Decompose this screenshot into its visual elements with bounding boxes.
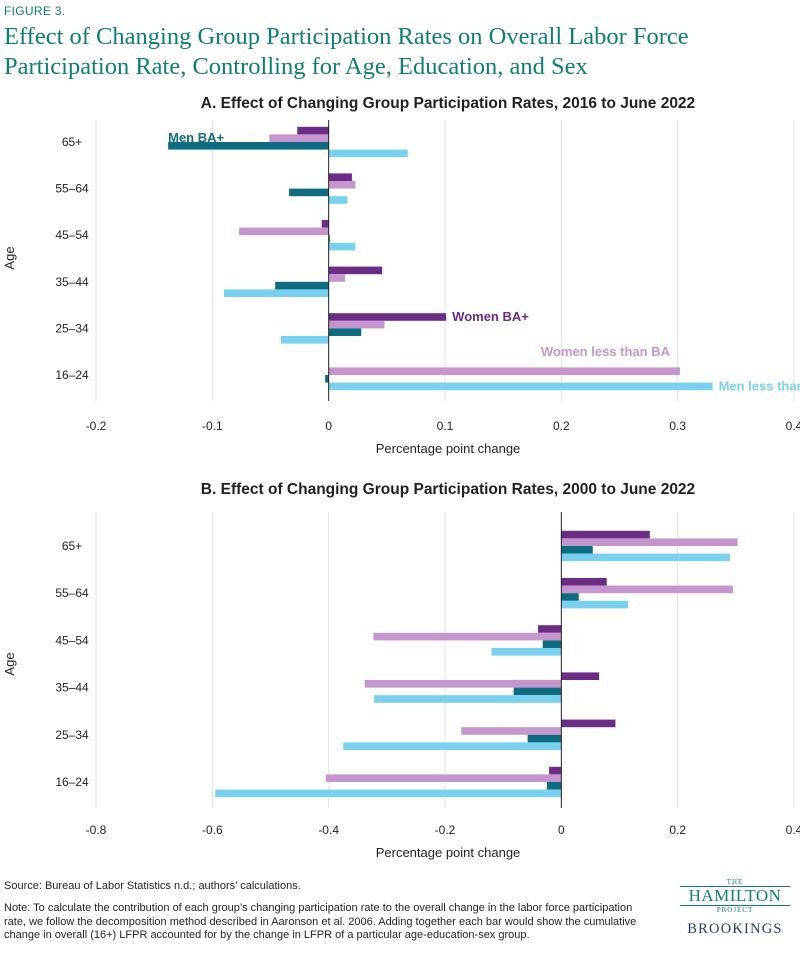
bar-men-ba-plus-35-44 — [275, 281, 329, 290]
bar-women-less-than-ba-25-34 — [461, 727, 562, 735]
bar-men-less-than-ba-55-64 — [328, 196, 348, 204]
category-label: 55–64 — [55, 182, 89, 196]
bar-women-ba-plus-16-24 — [549, 766, 562, 775]
annotation-men-ba-plus: Men BA+ — [168, 130, 224, 145]
chart-a: A. Effect of Changing Group Participatio… — [2, 95, 800, 456]
chart-a-title: A. Effect of Changing Group Participatio… — [201, 95, 695, 112]
category-label: 55–64 — [55, 586, 89, 600]
chart-b-ylabel: Age — [2, 652, 17, 675]
annotation-men-less-than-ba: Men less than BA — [719, 378, 800, 393]
x-tick-label: -0.8 — [86, 823, 107, 837]
bar-women-ba-plus-25-34 — [561, 719, 616, 728]
bar-women-ba-plus-55-64 — [561, 578, 607, 586]
bar-men-less-than-ba-35-44 — [374, 695, 562, 703]
bar-men-ba-plus-55-64 — [561, 593, 579, 601]
category-label: 35–44 — [55, 275, 89, 289]
bar-women-less-than-ba-16-24 — [328, 367, 680, 375]
bar-men-less-than-ba-55-64 — [561, 600, 629, 609]
chart-b-xlabel: Percentage point change — [376, 845, 521, 860]
bar-men-ba-plus-55-64 — [289, 188, 329, 197]
bar-women-ba-plus-25-34 — [328, 313, 447, 321]
x-tick-label: -0.4 — [318, 823, 339, 837]
x-tick-label: 0.1 — [437, 419, 454, 433]
bar-women-less-than-ba-35-44 — [328, 274, 345, 282]
category-label: 25–34 — [55, 728, 89, 742]
bar-women-ba-plus-45-54 — [538, 625, 562, 633]
bar-men-less-than-ba-45-54 — [328, 242, 356, 251]
bar-men-less-than-ba-16-24 — [215, 789, 562, 798]
bar-men-ba-plus-16-24 — [325, 375, 329, 383]
bar-men-less-than-ba-25-34 — [280, 336, 329, 344]
logo-hamilton: HAMILTON — [680, 886, 790, 906]
x-tick-label: 0.2 — [553, 419, 570, 433]
logo-the: THE — [726, 878, 744, 886]
x-tick-label: 0.2 — [669, 823, 686, 837]
bar-women-less-than-ba-25-34 — [328, 320, 385, 329]
bar-men-ba-plus-35-44 — [513, 687, 562, 696]
bar-women-less-than-ba-65-plus — [561, 538, 738, 546]
bar-women-less-than-ba-65-plus — [269, 134, 329, 142]
chart-a-ylabel: Age — [2, 246, 17, 269]
chart-a-xlabel: Percentage point change — [376, 441, 521, 456]
x-tick-label: 0.3 — [669, 419, 686, 433]
category-label: 45–54 — [55, 633, 89, 647]
bar-women-less-than-ba-55-64 — [561, 585, 733, 594]
bar-women-less-than-ba-35-44 — [364, 680, 562, 688]
bar-women-less-than-ba-16-24 — [325, 774, 562, 782]
bar-men-less-than-ba-35-44 — [223, 289, 329, 297]
bar-women-ba-plus-35-44 — [328, 266, 383, 275]
figure-title: Effect of Changing Group Participation R… — [4, 23, 689, 80]
hamilton-brookings-logo: THE HAMILTON PROJECT BROOKINGS — [676, 878, 794, 938]
chart-b-title: B. Effect of Changing Group Participatio… — [201, 481, 695, 498]
category-label: 16–24 — [55, 775, 89, 789]
bar-women-ba-plus-35-44 — [561, 672, 600, 680]
chart-a-plot: -0.2 -0.1 0 0.1 0.2 0.3 0.4 65+ 55–64 45–54 35–44 2… — [55, 120, 800, 433]
methodology-note: Note: To calculate the contribution of e… — [4, 902, 637, 941]
x-tick-label: 0.4 — [786, 419, 800, 433]
x-tick-label: 0.4 — [786, 823, 800, 837]
bar-men-ba-plus-45-54 — [542, 640, 562, 648]
source-note: Source: Bureau of Labor Statistics n.d.;… — [4, 880, 301, 892]
category-label: 16–24 — [55, 368, 89, 382]
x-tick-label: -0.2 — [86, 419, 107, 433]
x-tick-label: 0 — [325, 419, 332, 433]
category-label: 35–44 — [55, 681, 89, 695]
annotation-women-ba-plus: Women BA+ — [452, 309, 529, 324]
category-label: 65+ — [62, 135, 82, 149]
bar-men-ba-plus-65-plus — [168, 142, 329, 150]
bar-men-less-than-ba-25-34 — [343, 742, 562, 750]
bar-men-less-than-ba-45-54 — [491, 648, 562, 656]
logo-brookings: BROOKINGS — [687, 921, 783, 937]
chart-b: B. Effect of Changing Group Participatio… — [2, 481, 800, 860]
bar-men-ba-plus-45-54 — [328, 235, 330, 243]
annotation-women-less-than-ba: Women less than BA — [541, 344, 671, 359]
bar-women-less-than-ba-55-64 — [328, 181, 356, 189]
chart-b-plot: -0.8 -0.6 -0.4 -0.2 0 0.2 0.4 65+ 55–64 45–54 35–4… — [55, 512, 800, 837]
bar-men-ba-plus-16-24 — [546, 782, 562, 790]
category-label: 45–54 — [55, 228, 89, 242]
bar-men-less-than-ba-65-plus — [328, 149, 408, 158]
bar-men-less-than-ba-16-24 — [328, 382, 713, 391]
bar-women-ba-plus-45-54 — [321, 220, 329, 228]
category-label: 65+ — [62, 539, 82, 553]
bar-men-ba-plus-25-34 — [328, 328, 362, 336]
x-tick-label: 0 — [558, 823, 565, 837]
x-tick-label: -0.2 — [435, 823, 456, 837]
bar-women-ba-plus-65-plus — [297, 126, 329, 135]
x-tick-label: -0.6 — [202, 823, 223, 837]
logo-project: PROJECT — [716, 906, 754, 914]
bar-women-ba-plus-55-64 — [328, 173, 352, 181]
figure-label: FIGURE 3. — [4, 4, 66, 18]
bar-women-less-than-ba-45-54 — [239, 227, 329, 236]
bar-men-ba-plus-25-34 — [527, 734, 562, 743]
bar-men-less-than-ba-65-plus — [561, 553, 731, 562]
bar-men-ba-plus-65-plus — [561, 546, 593, 554]
x-tick-label: -0.1 — [202, 419, 223, 433]
bar-women-less-than-ba-45-54 — [373, 632, 562, 641]
bar-women-ba-plus-65-plus — [561, 530, 650, 539]
category-label: 25–34 — [55, 321, 89, 335]
